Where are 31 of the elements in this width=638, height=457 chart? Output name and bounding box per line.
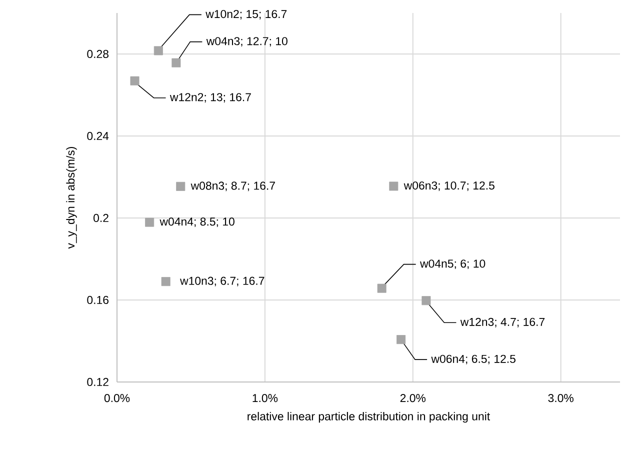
point bbox=[422, 296, 431, 306]
point bbox=[145, 218, 154, 227]
x-axis-title: relative linear particle distribution in packing unit bbox=[248, 412, 490, 423]
y-tick-label: 0.16 bbox=[87, 296, 108, 304]
point bbox=[377, 284, 386, 293]
annotation: w12n3; 4.7; 16.7 bbox=[460, 318, 545, 328]
y-tick-label: 0.12 bbox=[87, 378, 108, 386]
annotation: w04n4; 8.5; 10 bbox=[160, 218, 234, 228]
x-tick-label: 3.0% bbox=[548, 394, 574, 402]
annotation: w08n3; 8.7; 16.7 bbox=[190, 182, 275, 192]
annotation: w10n2; 15; 16.7 bbox=[206, 10, 287, 20]
point bbox=[130, 76, 140, 86]
point bbox=[389, 182, 398, 191]
annotation: w12n2; 13; 16.7 bbox=[170, 93, 251, 103]
y-tick-label: 0.2 bbox=[94, 214, 108, 222]
annotation: w10n3; 6.7; 16.7 bbox=[180, 276, 264, 286]
x-tick-label: 0.0% bbox=[104, 394, 130, 402]
annotation: w04n5; 6; 10 bbox=[420, 260, 486, 270]
point bbox=[172, 58, 181, 68]
annotation: w04n3; 12.7; 10 bbox=[206, 37, 288, 47]
x-tick-label: 2.0% bbox=[400, 394, 426, 402]
annotation: w06n4; 6.5; 12.5 bbox=[431, 354, 516, 364]
annotation: w06n3; 10.7; 12.5 bbox=[404, 181, 494, 191]
y-tick-label: 0.24 bbox=[87, 132, 109, 140]
point bbox=[176, 182, 186, 191]
x-tick-label: 1.0% bbox=[252, 394, 278, 402]
point bbox=[396, 335, 406, 344]
y-tick-label: 0.28 bbox=[87, 50, 108, 58]
y-axis-title: v_y_dyn in abs(m/s) bbox=[66, 146, 77, 249]
point bbox=[154, 46, 163, 56]
point bbox=[161, 277, 170, 286]
